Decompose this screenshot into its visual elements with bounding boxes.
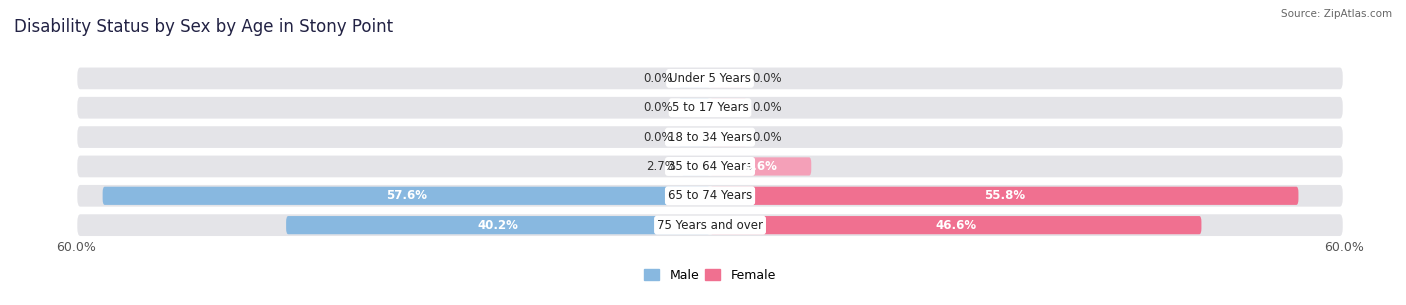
- Text: 60.0%: 60.0%: [1324, 241, 1364, 254]
- FancyBboxPatch shape: [710, 187, 1298, 205]
- FancyBboxPatch shape: [103, 187, 710, 205]
- Text: 0.0%: 0.0%: [752, 131, 782, 144]
- Text: Source: ZipAtlas.com: Source: ZipAtlas.com: [1281, 9, 1392, 19]
- FancyBboxPatch shape: [77, 126, 1343, 148]
- FancyBboxPatch shape: [678, 69, 710, 88]
- FancyBboxPatch shape: [710, 157, 811, 176]
- FancyBboxPatch shape: [678, 128, 710, 146]
- Text: 0.0%: 0.0%: [644, 72, 673, 85]
- Text: 40.2%: 40.2%: [478, 219, 519, 232]
- FancyBboxPatch shape: [285, 216, 710, 234]
- Text: 0.0%: 0.0%: [752, 101, 782, 114]
- FancyBboxPatch shape: [682, 157, 710, 176]
- Text: 65 to 74 Years: 65 to 74 Years: [668, 189, 752, 202]
- Text: 35 to 64 Years: 35 to 64 Years: [668, 160, 752, 173]
- Text: 0.0%: 0.0%: [752, 72, 782, 85]
- Text: 18 to 34 Years: 18 to 34 Years: [668, 131, 752, 144]
- FancyBboxPatch shape: [710, 69, 747, 88]
- Text: 0.0%: 0.0%: [644, 131, 673, 144]
- Text: Disability Status by Sex by Age in Stony Point: Disability Status by Sex by Age in Stony…: [14, 18, 394, 36]
- FancyBboxPatch shape: [77, 214, 1343, 236]
- FancyBboxPatch shape: [710, 216, 1201, 234]
- Text: 75 Years and over: 75 Years and over: [657, 219, 763, 232]
- FancyBboxPatch shape: [77, 67, 1343, 89]
- Text: 46.6%: 46.6%: [935, 219, 976, 232]
- Text: 9.6%: 9.6%: [744, 160, 778, 173]
- Text: 57.6%: 57.6%: [385, 189, 427, 202]
- Text: 55.8%: 55.8%: [984, 189, 1025, 202]
- FancyBboxPatch shape: [678, 99, 710, 117]
- Text: 5 to 17 Years: 5 to 17 Years: [672, 101, 748, 114]
- FancyBboxPatch shape: [77, 156, 1343, 177]
- FancyBboxPatch shape: [710, 128, 747, 146]
- Text: 0.0%: 0.0%: [644, 101, 673, 114]
- Text: 2.7%: 2.7%: [647, 160, 676, 173]
- FancyBboxPatch shape: [77, 185, 1343, 207]
- Text: Under 5 Years: Under 5 Years: [669, 72, 751, 85]
- Text: 60.0%: 60.0%: [56, 241, 96, 254]
- FancyBboxPatch shape: [710, 99, 747, 117]
- Legend: Male, Female: Male, Female: [640, 264, 780, 287]
- FancyBboxPatch shape: [77, 97, 1343, 119]
